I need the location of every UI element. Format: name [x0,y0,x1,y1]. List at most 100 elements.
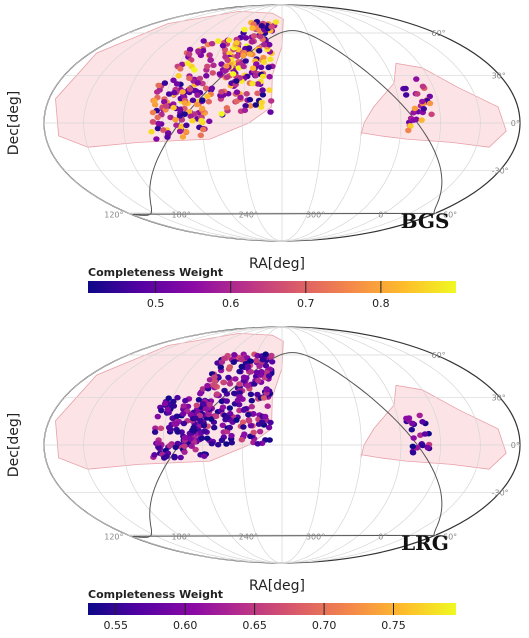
data-point [206,118,213,125]
ra-tick-label: 300° [306,211,325,220]
data-point [205,98,212,105]
data-point [199,105,206,112]
data-point [161,99,168,105]
data-point [172,116,179,123]
data-point [206,52,213,58]
data-point [253,61,260,67]
data-point [252,72,260,79]
data-point [267,419,274,426]
data-point [259,73,267,80]
data-point [409,420,416,427]
data-point [197,132,204,139]
data-point [225,374,232,381]
data-point [213,391,221,397]
data-point [175,73,182,79]
data-point [199,126,207,133]
data-point [265,64,272,71]
data-point [172,444,179,451]
data-point [405,127,412,134]
data-point [193,101,201,108]
data-point [223,105,231,111]
data-point [182,128,190,135]
data-point [267,56,274,62]
data-point [261,41,268,48]
data-point [167,426,174,433]
data-point [211,424,218,431]
data-point [265,424,273,431]
data-point [223,63,230,69]
data-point [195,48,202,54]
data-point [226,50,233,57]
data-point [170,398,177,405]
data-point [157,425,165,432]
data-point [191,87,199,94]
data-point [255,377,262,384]
dec-tick-label: 60° [432,29,446,38]
data-point [155,120,162,127]
meridian [281,4,402,242]
meridian [122,4,283,242]
data-point [402,85,409,92]
data-point [233,98,241,104]
data-point [224,414,231,421]
data-point [268,24,275,30]
data-point [193,402,200,409]
data-point [179,89,186,95]
data-point [211,378,218,385]
data-point [247,391,255,398]
data-point [233,40,240,46]
data-point [149,119,157,125]
data-point [242,35,250,41]
data-point [248,403,255,410]
data-point [218,398,225,405]
ra-tick-label: 300° [306,533,325,542]
data-point [249,80,256,87]
data-point [408,426,415,433]
data-point [240,424,247,430]
data-point [225,37,233,44]
data-point [247,369,255,375]
data-point [187,436,194,442]
data-point [428,111,435,118]
data-point [171,421,178,427]
data-point [260,59,268,65]
colorbar-tick-label: 0.55 [104,619,129,632]
data-point [245,45,253,51]
data-point [235,65,242,71]
data-point [418,117,425,123]
colorbar-tick-label: 0.7 [297,297,315,310]
data-point [246,418,253,424]
data-point [199,80,206,87]
data-point [259,356,266,363]
data-point [236,368,243,375]
data-point [201,453,208,459]
data-point [237,94,244,101]
ra-tick-label: 180° [172,211,191,220]
data-point [213,413,220,420]
data-point [202,406,209,412]
sky-map: 120° 180° 240° 300° 0° 60° 60° 30° 0° -30° LRG RA[d… [6,326,521,632]
data-point [240,374,248,381]
galactic-plane [132,352,443,538]
data-point [204,435,211,442]
data-point [254,90,261,97]
data-point [203,73,210,79]
data-point [403,92,410,98]
data-point [249,65,257,71]
data-point [268,352,275,359]
data-point [217,364,224,370]
data-point [241,26,248,33]
data-point [268,98,275,104]
data-point [181,449,188,455]
data-point [164,134,171,140]
data-point [220,379,227,386]
data-point [223,398,230,404]
data-point [267,109,274,115]
ra-tick-label: 240° [239,533,258,542]
data-point [238,436,245,443]
graticule [43,4,520,242]
data-point [242,103,249,109]
data-point [407,123,414,129]
data-point [246,96,254,103]
data-point [153,136,160,142]
